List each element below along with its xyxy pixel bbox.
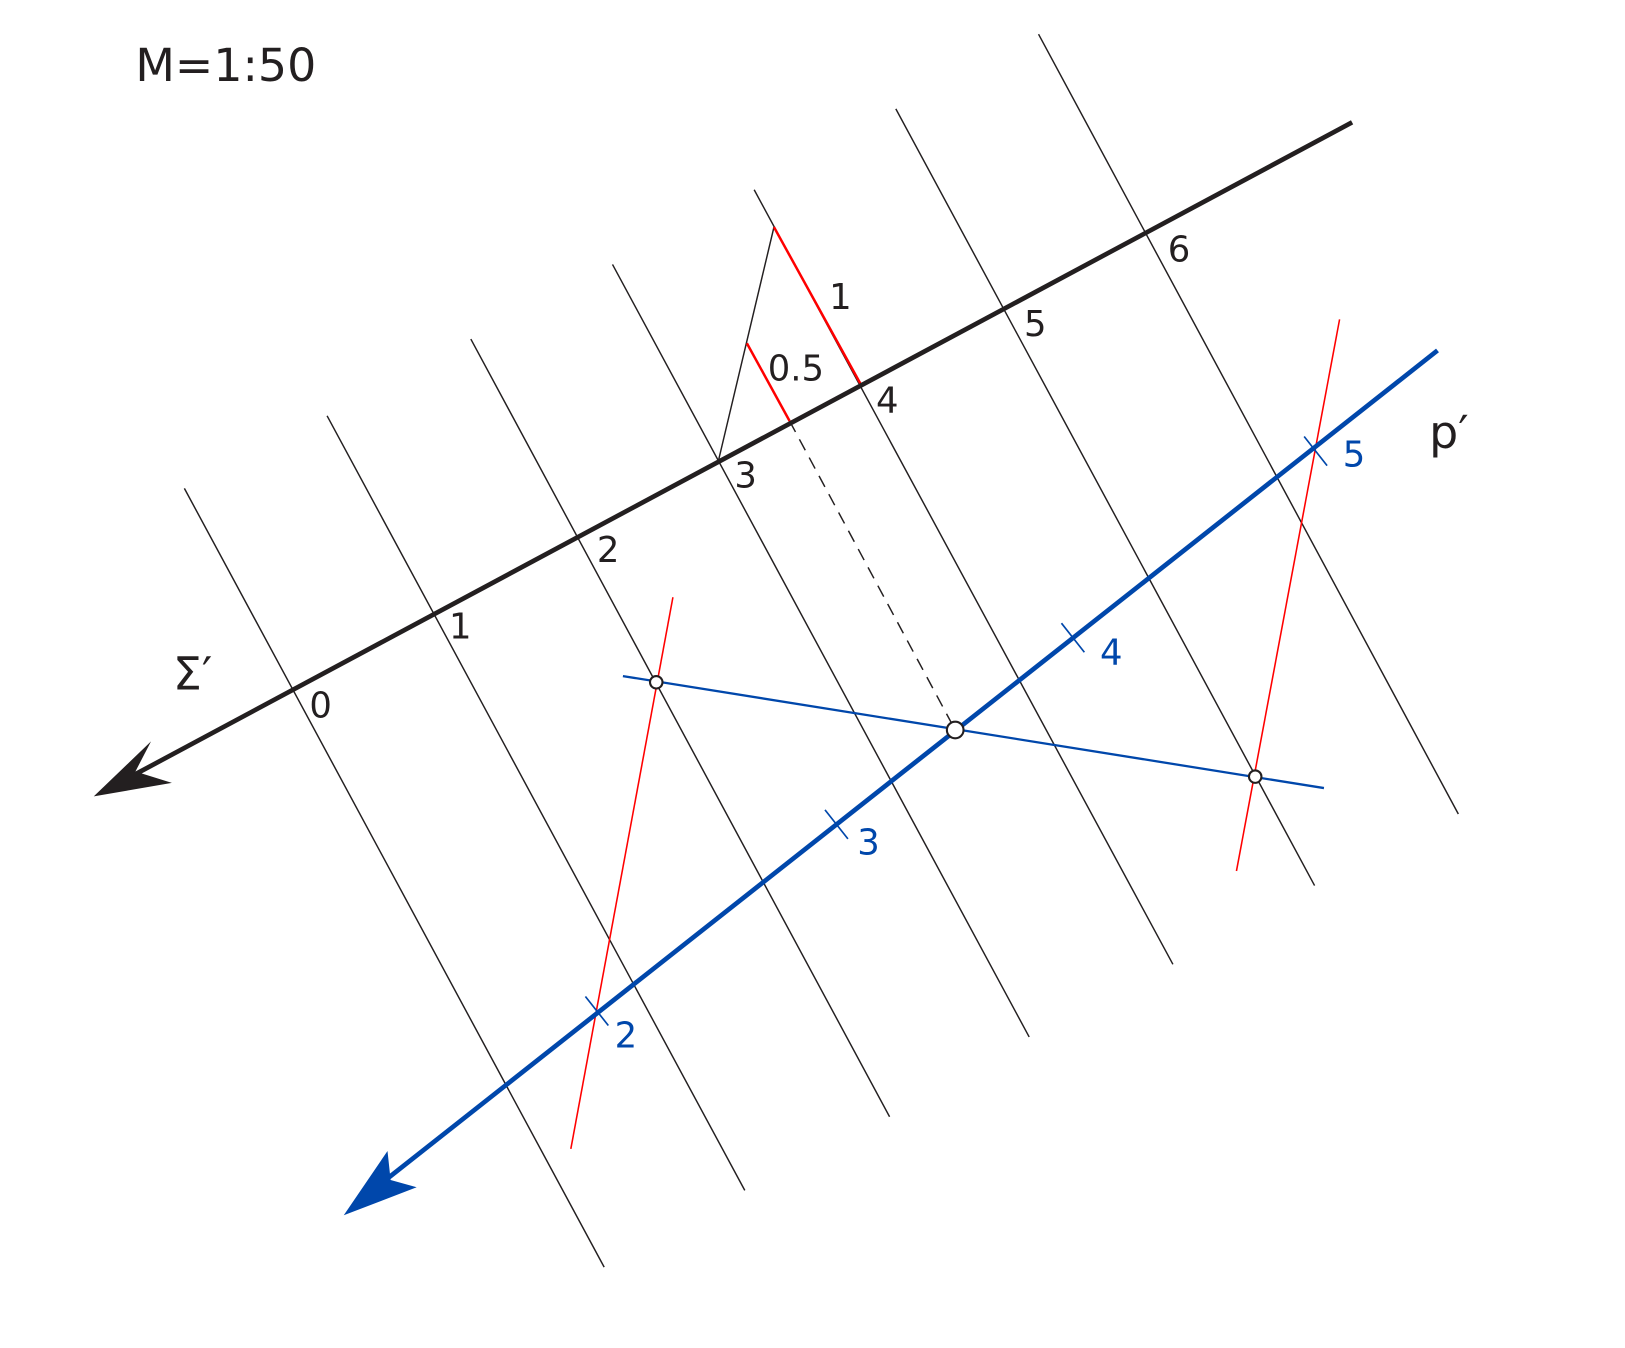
p-tick-4 xyxy=(1060,622,1086,653)
p-tick-5 xyxy=(1303,436,1328,467)
parallel-line-6 xyxy=(1037,33,1459,815)
sigma-tick-label: 2 xyxy=(597,530,620,571)
sigma-line xyxy=(123,120,1354,782)
intersection-point-center xyxy=(945,720,965,740)
intersection-point-left xyxy=(648,675,664,690)
p-line xyxy=(368,348,1439,1195)
p-tick-label: 5 xyxy=(1343,435,1366,476)
blue-contour-line xyxy=(622,674,1325,790)
sigma-tick-label: 3 xyxy=(734,455,757,496)
parallel-line-2 xyxy=(470,338,891,1118)
sigma-tick-label: 6 xyxy=(1168,229,1191,270)
sigma-arrowhead-icon xyxy=(93,741,172,797)
parallel-line-1 xyxy=(326,415,746,1191)
p-label: p′ xyxy=(1429,406,1468,459)
sigma-tick-label: 5 xyxy=(1024,304,1047,345)
half-unit-segment xyxy=(745,342,791,422)
unit-label: 1 xyxy=(829,277,852,318)
sigma-label: Σ′ xyxy=(173,648,212,701)
sigma-tick-label: 0 xyxy=(309,686,332,727)
p-tick-3 xyxy=(824,809,849,840)
p-tick-2 xyxy=(584,995,609,1027)
p-tick-label: 4 xyxy=(1100,633,1123,674)
red-line-right xyxy=(1235,319,1341,872)
parallel-line-5 xyxy=(895,108,1316,886)
intersection-point-right xyxy=(1247,769,1263,784)
p-tick-label: 2 xyxy=(615,1015,638,1056)
p-arrowhead-icon xyxy=(343,1150,417,1216)
scale-label: M=1:50 xyxy=(135,39,316,92)
parallel-line-0 xyxy=(183,488,605,1268)
sigma-tick-label: 4 xyxy=(876,381,899,422)
unit-segment xyxy=(772,226,862,385)
construction-line xyxy=(718,226,775,460)
sigma-tick-label: 1 xyxy=(449,607,472,648)
dashed-projection-line xyxy=(788,420,956,731)
parallel-line-3 xyxy=(611,264,1030,1038)
p-tick-label: 3 xyxy=(857,822,880,863)
half-unit-label: 0.5 xyxy=(768,349,824,390)
